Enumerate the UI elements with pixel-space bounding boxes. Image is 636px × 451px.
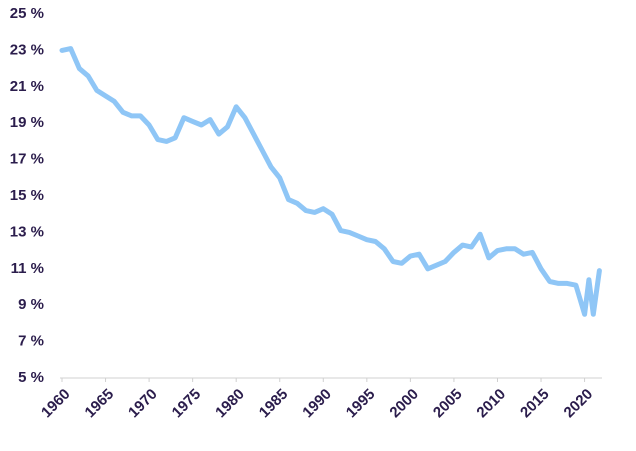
x-tick-label: 1995 xyxy=(343,386,379,422)
y-tick-label: 17 % xyxy=(10,151,44,168)
x-tick-label: 1965 xyxy=(82,386,118,422)
y-tick-label: 19 % xyxy=(10,114,44,131)
line-series xyxy=(59,46,602,317)
x-tick-label: 1970 xyxy=(125,386,161,422)
y-tick-label: 11 % xyxy=(11,260,44,277)
x-tick-label: 1985 xyxy=(256,386,292,422)
y-tick-label: 13 % xyxy=(10,223,44,240)
x-tick-label: 1990 xyxy=(299,386,335,422)
x-tick-label: 2000 xyxy=(386,386,422,422)
x-tick-label: 2005 xyxy=(430,386,466,422)
y-tick-label: 9 % xyxy=(18,296,44,313)
x-tick-label: 2015 xyxy=(517,386,553,422)
x-tick-label: 2020 xyxy=(561,386,597,422)
y-tick-label: 25 % xyxy=(10,5,44,22)
x-tick-label: 1975 xyxy=(169,386,205,422)
y-tick-label: 5 % xyxy=(18,369,44,386)
x-tick-label: 2010 xyxy=(473,386,509,422)
y-tick-label: 15 % xyxy=(10,187,44,204)
y-tick-label: 21 % xyxy=(10,78,44,95)
y-tick-label: 23 % xyxy=(10,41,44,58)
x-tick-label: 1980 xyxy=(212,386,248,422)
y-tick-label: 7 % xyxy=(18,333,44,350)
x-tick-label: 1960 xyxy=(38,386,74,422)
